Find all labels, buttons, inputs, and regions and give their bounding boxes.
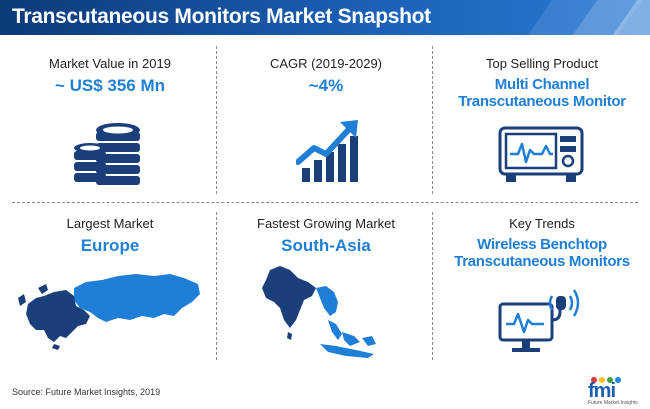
top-product-cell: Top Selling Product Multi Channel Transc…	[436, 56, 648, 110]
largest-market-label: Largest Market	[66, 216, 154, 231]
fastest-market-cell: Fastest Growing Market South-Asia	[220, 216, 432, 255]
fastest-market-value: South-Asia	[281, 236, 371, 255]
wireless-monitor-icon	[498, 289, 580, 352]
cagr-label: CAGR (2019-2029)	[270, 56, 382, 71]
monitor-device-icon	[498, 126, 584, 182]
fastest-market-label: Fastest Growing Market	[257, 216, 395, 231]
key-trends-cell: Key Trends Wireless Benchtop Transcutane…	[436, 216, 648, 270]
divider	[432, 212, 433, 360]
coins-stack-icon	[74, 123, 140, 185]
cagr-cell: CAGR (2019-2029) ~4%	[220, 56, 432, 95]
page-title: Transcutaneous Monitors Market Snapshot	[12, 5, 431, 28]
divider	[216, 212, 217, 360]
largest-market-value: Europe	[80, 236, 140, 255]
cagr-value: ~4%	[308, 76, 344, 95]
market-value-value: ~ US$ 356 Mn	[54, 76, 166, 95]
largest-market-cell: Largest Market Europe	[4, 216, 216, 255]
growth-chart-icon	[296, 120, 358, 182]
fmi-logo: fmi Future Market Insights	[588, 377, 644, 406]
key-trends-value-line1: Wireless Benchtop	[477, 236, 607, 253]
south-asia-map-icon	[262, 266, 376, 358]
divider	[216, 46, 217, 194]
logo-dots-icon	[591, 377, 621, 383]
market-value-cell: Market Value in 2019 ~ US$ 356 Mn	[4, 56, 216, 95]
market-value-label: Market Value in 2019	[49, 56, 171, 71]
divider	[12, 202, 638, 203]
key-trends-value-line2: Transcutaneous Monitors	[454, 253, 630, 270]
key-trends-label: Key Trends	[509, 216, 575, 231]
top-product-value-line2: Transcutaneous Monitor	[458, 93, 626, 110]
top-product-value-line1: Multi Channel	[494, 76, 590, 93]
europe-map-icon	[18, 274, 200, 350]
divider	[432, 46, 433, 194]
top-product-label: Top Selling Product	[485, 56, 598, 71]
source-note: Source: Future Market Insights, 2019	[12, 387, 161, 397]
logo-tagline: Future Market Insights	[588, 400, 638, 406]
logo-text: fmi	[588, 380, 616, 402]
header-banner: Transcutaneous Monitors Market Snapshot	[0, 0, 650, 35]
